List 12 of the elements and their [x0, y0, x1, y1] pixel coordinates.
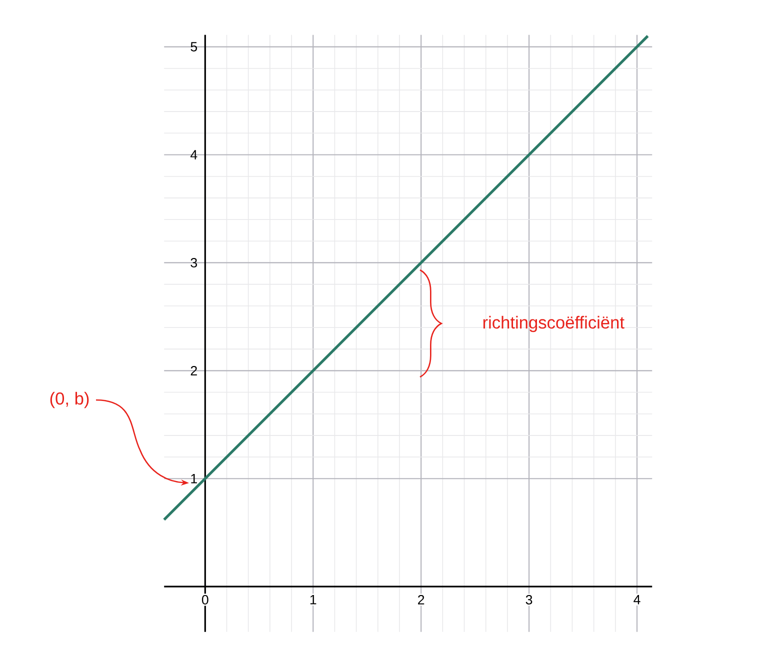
y-tick-label: 2 — [190, 366, 197, 376]
y-tick-label: 5 — [190, 42, 198, 52]
annotation: richtingscoëfficiënt — [483, 316, 624, 332]
y-tick-label: 3 — [190, 258, 198, 268]
text: (0, b) — [50, 392, 89, 408]
x-tick-label: 2 — [418, 595, 424, 604]
x-tick-label: 1 — [310, 595, 316, 604]
y-tick-label: 1 — [191, 474, 197, 484]
x-tick-label: 0 — [202, 595, 208, 604]
x-tick-label: 3 — [526, 595, 532, 604]
y-tick-label: 4 — [190, 150, 198, 160]
x-tick-label: 4 — [634, 595, 640, 604]
